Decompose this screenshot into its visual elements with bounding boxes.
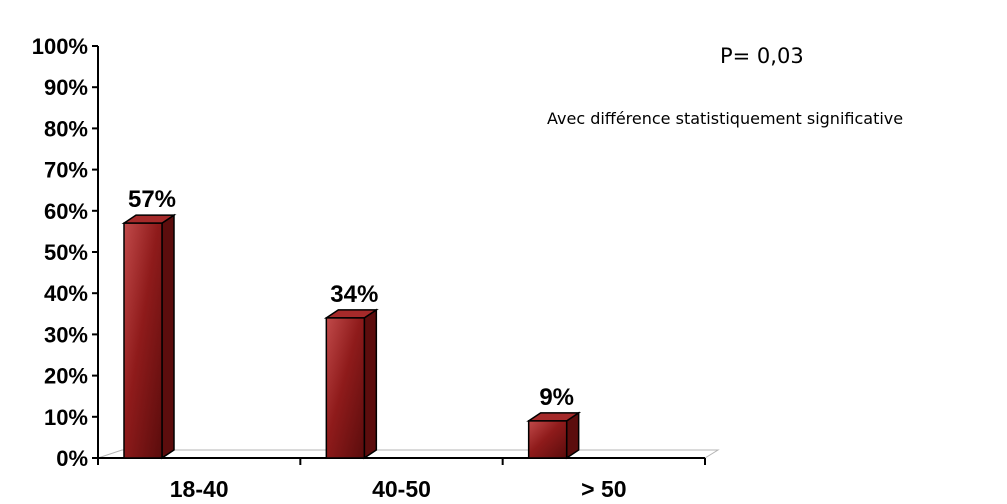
bar-front [123, 222, 163, 459]
y-tick-label: 40% [44, 281, 88, 306]
y-tick-group: 0% 10% 20% 30% 40% 50% 60% 70% 80% 90% 100% [32, 34, 98, 471]
y-tick-label: 20% [44, 364, 88, 389]
bar-18-40 [121, 213, 177, 460]
bar-side [363, 308, 378, 460]
p-value-annotation: P= 0,03 [720, 44, 804, 68]
x-category-label: 40-50 [372, 476, 431, 502]
y-tick-label: 0% [56, 446, 88, 471]
y-tick-label: 50% [44, 240, 88, 265]
bar-40-50 [323, 308, 379, 460]
y-tick-label: 30% [44, 322, 88, 347]
plot-floor [97, 449, 720, 459]
bar-front [325, 317, 366, 459]
bar-group [121, 213, 582, 460]
x-category-label: > 50 [581, 476, 626, 502]
significance-annotation: Avec différence statistiquement signific… [547, 109, 903, 128]
bar-50 [526, 411, 582, 460]
y-tick-label: 80% [44, 116, 88, 141]
y-tick-label: 10% [44, 405, 88, 430]
x-category-label: 18-40 [170, 476, 229, 502]
data-label: 34% [330, 281, 378, 308]
y-tick-label: 90% [44, 75, 88, 100]
data-label: 9% [539, 384, 574, 411]
y-tick-label: 70% [44, 158, 88, 183]
y-tick-label: 60% [44, 199, 88, 224]
bar-front [527, 420, 568, 459]
data-label: 57% [128, 186, 176, 213]
label-group: 57% 34% 9% [128, 186, 574, 411]
x-tick-group: 18-40 40-50 > 50 [97, 458, 706, 502]
bar-side [161, 213, 175, 460]
y-tick-label: 100% [32, 34, 88, 59]
